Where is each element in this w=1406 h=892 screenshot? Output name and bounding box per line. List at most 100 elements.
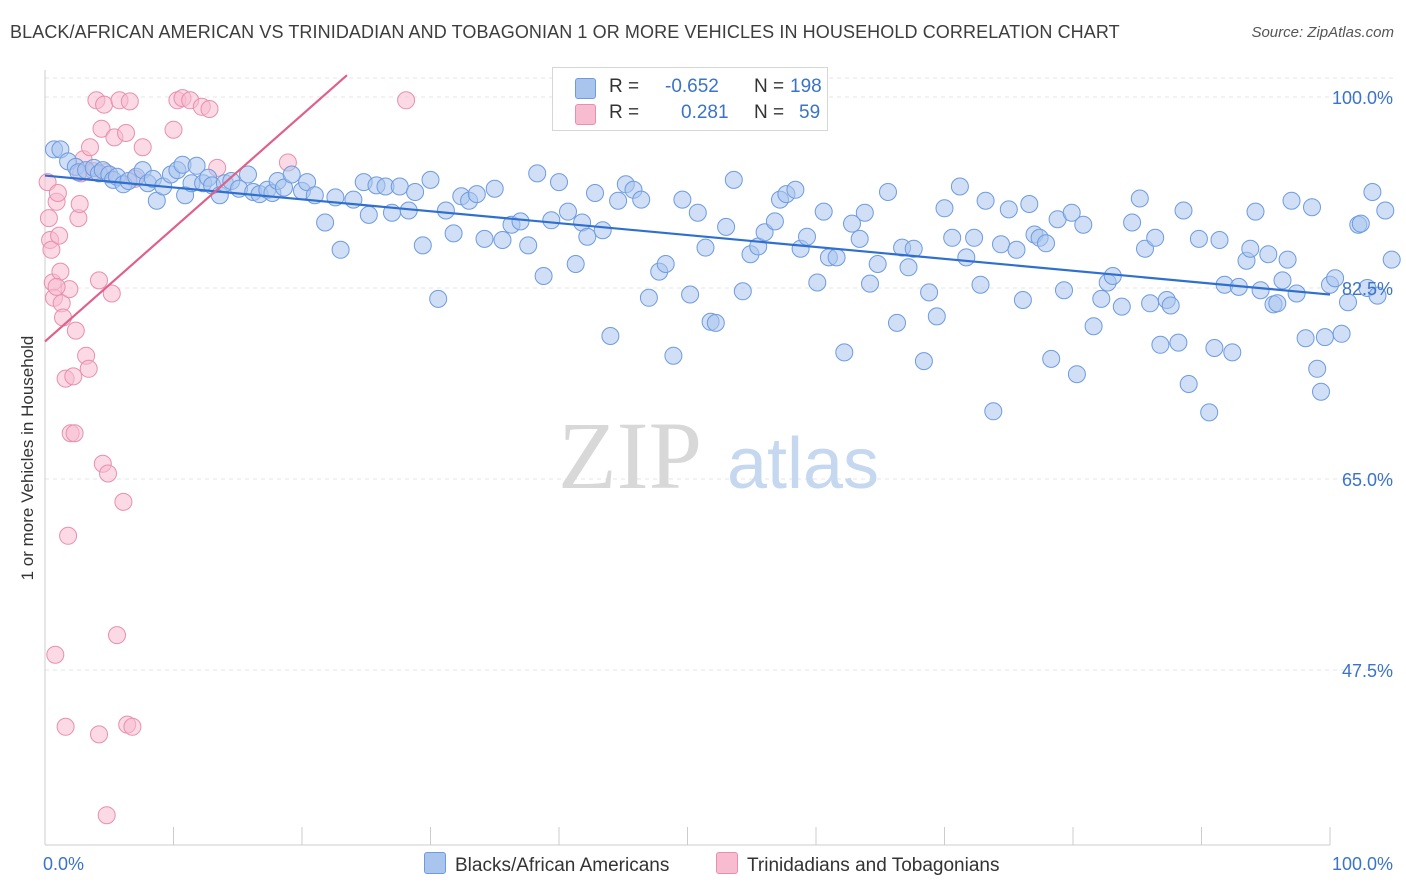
watermark: ZIP atlas bbox=[558, 402, 879, 509]
trinidadian-point bbox=[65, 424, 84, 443]
black-point bbox=[976, 191, 995, 210]
black-point bbox=[586, 184, 604, 202]
black-point bbox=[1146, 228, 1165, 247]
black-point bbox=[1169, 333, 1188, 352]
black-point bbox=[1200, 403, 1219, 422]
black-point bbox=[1241, 239, 1260, 258]
black-point bbox=[688, 203, 707, 222]
trinidadian-point bbox=[51, 262, 70, 281]
trinidadian-point bbox=[42, 240, 61, 259]
black-point bbox=[593, 221, 612, 240]
trinidadian-point bbox=[48, 184, 67, 202]
black-point bbox=[609, 191, 628, 210]
legend-r-label: R = bbox=[609, 102, 640, 123]
black-point bbox=[1223, 343, 1242, 362]
trend-line-trinidadian bbox=[44, 74, 348, 343]
trinidadian-point bbox=[123, 717, 142, 736]
black-point bbox=[1339, 293, 1357, 312]
black-point bbox=[1189, 229, 1208, 248]
black-point bbox=[511, 212, 530, 231]
black-point bbox=[467, 185, 486, 204]
black-point bbox=[765, 212, 784, 231]
bottom-legend-black: Blacks/African Americans bbox=[424, 852, 669, 877]
black-point bbox=[1123, 213, 1142, 232]
black-point bbox=[706, 313, 725, 332]
black-point bbox=[559, 202, 577, 221]
trend-line-black bbox=[44, 174, 1331, 296]
trinidadian-point bbox=[39, 209, 58, 228]
chart-title: BLACK/AFRICAN AMERICAN VS TRINIDADIAN AN… bbox=[10, 22, 1120, 42]
x-tick-label-min: 0.0% bbox=[43, 854, 84, 874]
black-point bbox=[1312, 382, 1330, 401]
trinidadian-point bbox=[164, 120, 183, 139]
legend-n-label: N = bbox=[754, 76, 785, 97]
trinidadian-point bbox=[50, 226, 69, 245]
black-point bbox=[914, 352, 933, 371]
black-point bbox=[316, 213, 335, 232]
black-point bbox=[282, 165, 301, 184]
trinidadian-point bbox=[114, 492, 133, 511]
trinidadian-point bbox=[90, 271, 108, 290]
black-point bbox=[429, 289, 448, 308]
axes bbox=[44, 70, 1331, 846]
y-tick-label: 65.0% bbox=[1342, 470, 1393, 490]
legend-swatch-black bbox=[575, 78, 596, 99]
trinidadian-point bbox=[81, 138, 99, 157]
legend-n-value-black: 198 bbox=[790, 76, 822, 97]
black-point bbox=[935, 199, 954, 218]
black-point bbox=[1151, 335, 1170, 354]
trinidadian-point bbox=[99, 464, 117, 483]
trinidadian-point bbox=[56, 717, 75, 736]
black-point bbox=[1303, 198, 1321, 217]
black-point bbox=[1062, 203, 1081, 222]
legend-swatch-trinidadian bbox=[575, 104, 596, 125]
black-point bbox=[808, 273, 827, 292]
black-point bbox=[639, 288, 658, 307]
tick-labels: 47.5% 65.0% 82.5% 100.0% 0.0% 100.0% bbox=[43, 88, 1393, 874]
trinidadian-point bbox=[397, 91, 416, 110]
legend-r-value-black: -0.652 bbox=[665, 76, 719, 97]
black-point bbox=[1287, 284, 1306, 303]
black-point bbox=[1308, 359, 1327, 378]
legend-n-label: N = bbox=[754, 102, 785, 123]
black-point bbox=[1210, 231, 1229, 249]
y-tick-label: 47.5% bbox=[1342, 661, 1393, 681]
black-point bbox=[1273, 271, 1292, 290]
trinidadian-point bbox=[79, 359, 98, 378]
black-point bbox=[927, 307, 946, 326]
black-point bbox=[879, 183, 897, 201]
black-point bbox=[992, 235, 1010, 254]
black-point bbox=[528, 164, 547, 183]
black-point bbox=[331, 240, 350, 259]
legend-r-value-trinidadian: 0.281 bbox=[681, 102, 729, 123]
trinidadian-point bbox=[95, 95, 114, 114]
trinidadian-point bbox=[120, 92, 139, 111]
black-point bbox=[493, 231, 512, 249]
black-point bbox=[681, 285, 700, 304]
black-point bbox=[717, 217, 736, 236]
black-point bbox=[632, 190, 651, 209]
trinidadian-point bbox=[90, 725, 108, 744]
black-point bbox=[673, 190, 692, 209]
black-point bbox=[187, 156, 206, 175]
black-point bbox=[444, 224, 463, 243]
black-point bbox=[1251, 281, 1270, 300]
black-point bbox=[578, 227, 597, 246]
black-point bbox=[950, 177, 969, 196]
black-point bbox=[1363, 183, 1382, 201]
black-point bbox=[1067, 365, 1086, 384]
black-point bbox=[1246, 202, 1265, 221]
black-point bbox=[999, 200, 1018, 219]
black-point bbox=[1179, 375, 1198, 393]
trinidadian-point bbox=[92, 119, 111, 138]
y-tick-label: 82.5% bbox=[1342, 279, 1393, 299]
black-point bbox=[406, 183, 425, 201]
black-point bbox=[1074, 215, 1093, 234]
trinidadian-point bbox=[102, 284, 121, 303]
black-point bbox=[475, 229, 494, 248]
black-point bbox=[899, 258, 918, 277]
black-point bbox=[1278, 250, 1297, 269]
black-point bbox=[843, 214, 861, 233]
series-black-points bbox=[45, 140, 1401, 422]
black-point bbox=[835, 343, 854, 362]
